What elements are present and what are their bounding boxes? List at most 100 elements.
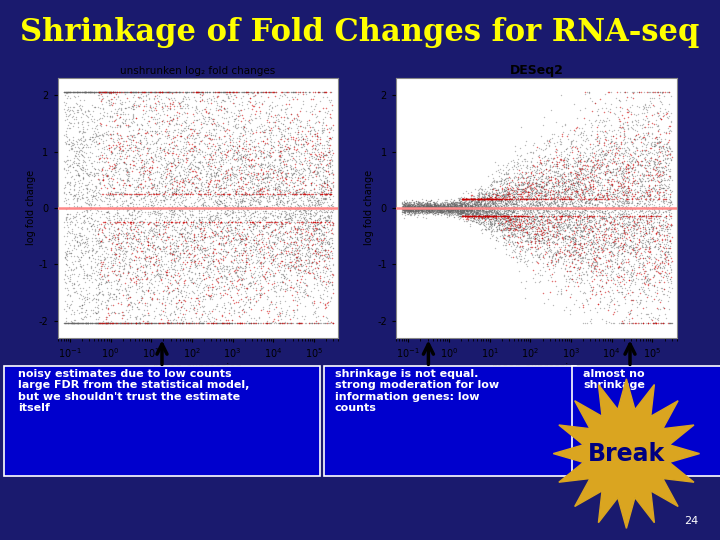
Point [595,268,607,277]
Point [60,270,71,279]
Point [547,213,559,221]
Point [485,194,496,202]
Point [464,208,476,217]
Point [629,110,640,118]
Point [247,195,258,204]
Point [286,88,297,97]
Point [68,88,79,97]
Point [454,208,466,217]
Point [665,248,677,256]
Point [487,195,498,204]
Point [255,179,266,188]
Point [197,119,208,128]
Point [594,221,606,230]
Point [87,130,99,138]
Point [233,202,244,211]
Point [148,219,160,227]
Point [489,202,500,211]
Point [513,203,524,212]
Point [289,190,301,198]
Point [399,208,410,217]
Point [529,198,541,206]
Point [516,238,528,246]
Point [644,220,655,228]
Point [456,211,468,219]
Point [135,158,147,166]
Point [577,186,589,195]
Point [634,206,646,214]
Point [511,151,523,159]
Point [494,208,505,217]
Point [175,162,186,171]
Point [598,236,609,245]
Point [650,267,662,275]
Point [470,215,482,224]
Point [69,88,81,97]
Point [323,135,335,144]
Point [281,242,292,251]
Point [473,195,485,204]
Point [197,123,208,132]
Point [459,205,470,213]
Point [542,208,554,217]
Point [644,244,656,253]
Point [402,205,413,214]
Point [195,180,207,188]
Point [121,88,132,97]
Point [562,132,573,140]
Point [136,156,148,164]
Point [76,88,87,97]
Point [78,247,90,256]
Point [564,214,576,223]
Point [137,244,148,252]
Point [602,88,613,97]
Point [282,251,293,259]
Point [318,199,329,207]
Point [607,157,618,166]
Point [570,222,582,231]
Point [158,225,170,234]
Point [124,199,135,207]
Point [509,224,521,233]
Point [665,156,677,164]
Point [624,316,635,325]
Point [161,319,172,328]
Point [596,104,608,112]
Point [156,300,167,308]
Point [664,175,675,184]
Point [635,231,647,240]
Point [629,319,641,328]
Point [258,223,270,232]
Point [487,205,499,213]
Point [475,195,487,204]
Point [163,126,175,135]
Point [137,279,148,288]
Point [500,200,512,208]
Point [492,210,503,219]
Point [289,198,301,206]
Point [247,218,258,226]
Point [201,268,212,276]
Point [472,186,483,194]
Point [106,88,117,97]
Point [474,195,485,204]
Point [145,105,157,114]
Point [205,168,217,177]
Point [532,206,544,214]
Point [496,227,508,236]
Point [323,166,334,175]
Point [192,306,203,315]
Point [194,299,205,308]
Point [102,319,113,328]
Point [552,207,564,215]
Point [621,198,633,206]
Point [500,170,512,178]
Point [621,196,632,205]
Point [152,266,163,275]
Point [224,202,235,211]
Point [228,88,240,97]
Point [232,116,243,125]
Point [72,154,84,163]
Point [133,319,145,328]
Point [459,203,470,212]
